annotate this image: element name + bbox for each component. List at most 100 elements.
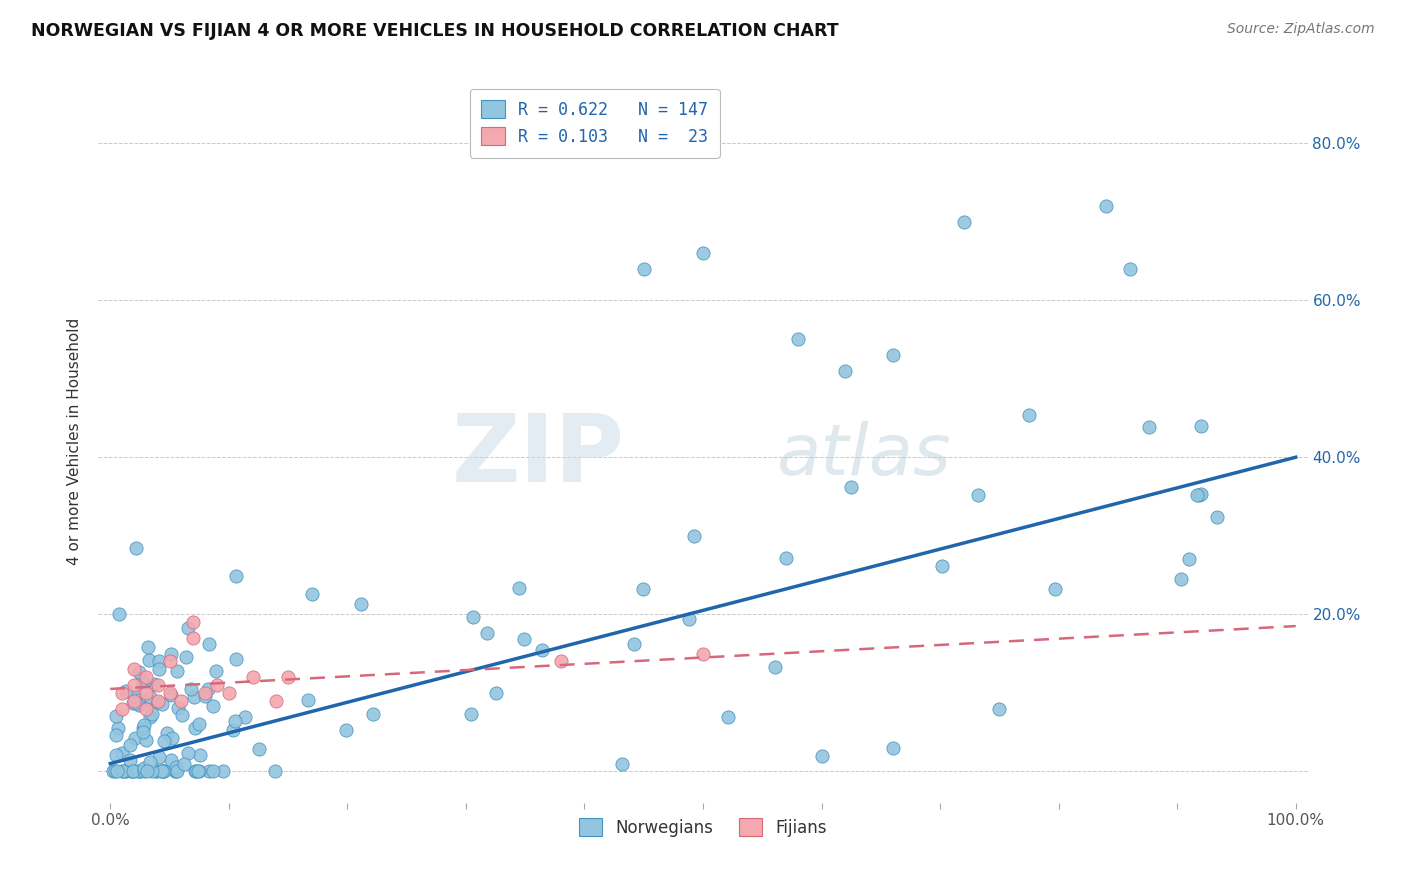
Point [166, 664, 188, 678]
Point [141, 764, 163, 779]
Point [146, 678, 169, 692]
Point [166, 764, 188, 779]
Point [173, 757, 195, 772]
Point [127, 764, 149, 779]
Point [146, 694, 169, 708]
Point [763, 660, 786, 674]
Point [135, 764, 157, 779]
Point [180, 681, 202, 696]
Point [165, 764, 187, 779]
Point [135, 670, 157, 684]
Point [350, 598, 373, 612]
Point [105, 748, 128, 763]
Point [952, 214, 974, 228]
Point [212, 764, 235, 779]
Point [120, 739, 142, 753]
Point [1170, 572, 1192, 586]
Point [183, 721, 205, 735]
Point [204, 664, 226, 678]
Point [131, 673, 153, 688]
Point [149, 764, 172, 779]
Point [623, 637, 645, 651]
Point [104, 764, 127, 779]
Point [159, 655, 181, 669]
Point [128, 764, 150, 779]
Point [1043, 582, 1066, 597]
Point [118, 753, 141, 767]
Point [107, 607, 129, 622]
Point [150, 697, 173, 711]
Point [135, 733, 157, 747]
Point [142, 677, 165, 691]
Point [170, 694, 193, 708]
Point [167, 701, 190, 715]
Point [146, 695, 169, 709]
Point [717, 709, 740, 723]
Point [138, 652, 160, 666]
Point [224, 714, 246, 728]
Point [692, 246, 714, 260]
Text: Source: ZipAtlas.com: Source: ZipAtlas.com [1227, 22, 1375, 37]
Point [148, 654, 170, 668]
Text: atlas: atlas [776, 422, 950, 491]
Point [160, 731, 183, 745]
Point [197, 764, 219, 779]
Point [263, 764, 285, 779]
Point [225, 569, 247, 583]
Point [125, 689, 148, 703]
Point [139, 710, 162, 724]
Point [160, 688, 183, 702]
Point [160, 648, 183, 662]
Point [125, 541, 148, 555]
Point [678, 612, 700, 626]
Point [124, 764, 146, 779]
Point [121, 764, 143, 779]
Point [242, 670, 264, 684]
Point [1189, 487, 1212, 501]
Point [160, 753, 183, 767]
Point [105, 728, 128, 742]
Point [221, 723, 243, 737]
Point [181, 631, 204, 645]
Point [122, 678, 145, 692]
Point [477, 625, 499, 640]
Point [205, 678, 228, 692]
Point [153, 764, 176, 779]
Point [111, 764, 134, 779]
Point [170, 707, 193, 722]
Point [834, 364, 856, 378]
Point [484, 686, 506, 700]
Point [683, 529, 706, 543]
Point [610, 756, 633, 771]
Point [692, 647, 714, 661]
Point [145, 764, 167, 779]
Point [152, 733, 174, 747]
Point [187, 764, 209, 779]
Point [122, 697, 145, 711]
Point [233, 710, 256, 724]
Point [1206, 510, 1229, 524]
Point [188, 747, 211, 762]
Point [111, 746, 134, 760]
Point [513, 632, 536, 646]
Point [1188, 488, 1211, 502]
Point [967, 488, 990, 502]
Point [135, 701, 157, 715]
Point [361, 706, 384, 721]
Point [111, 686, 134, 700]
Point [148, 662, 170, 676]
Point [1189, 418, 1212, 433]
Point [152, 764, 174, 779]
Point [136, 640, 159, 654]
Point [183, 690, 205, 704]
Point [1178, 552, 1201, 566]
Point [810, 748, 832, 763]
Point [155, 726, 177, 740]
Point [136, 693, 159, 707]
Point [335, 723, 357, 737]
Point [103, 764, 125, 779]
Point [132, 674, 155, 689]
Point [152, 764, 174, 779]
Point [277, 670, 299, 684]
Point [218, 686, 240, 700]
